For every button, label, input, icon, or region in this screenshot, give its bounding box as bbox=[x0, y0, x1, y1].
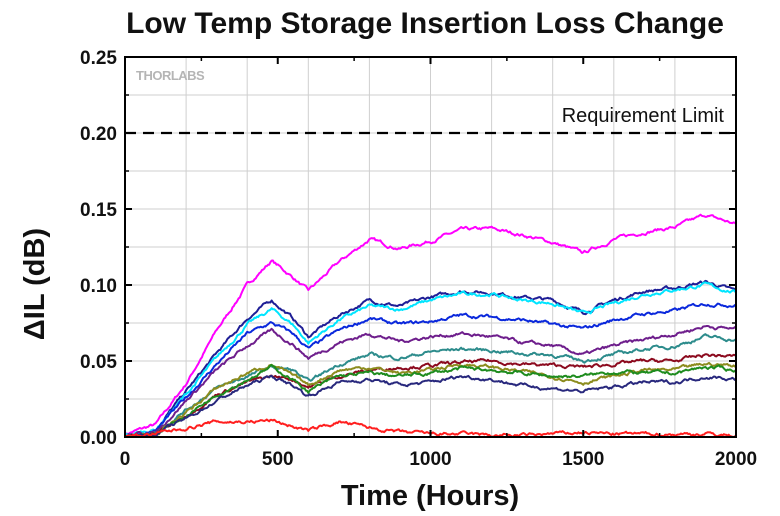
series-line-5 bbox=[124, 325, 737, 437]
series-layer bbox=[124, 213, 737, 438]
series-line-1 bbox=[124, 213, 737, 436]
thorlabs-logo: THORLABS bbox=[136, 68, 205, 83]
series-line-2 bbox=[124, 279, 737, 437]
x-tick-label: 0 bbox=[120, 449, 131, 470]
series-line-10 bbox=[125, 374, 737, 438]
x-axis-label: Time (Hours) bbox=[341, 480, 519, 512]
chart-title: Low Temp Storage Insertion Loss Change bbox=[126, 7, 724, 40]
axis-ticks: 0.00 0.05 0.10 0.15 0.20 0.25 0 500 1000 1500 2000 bbox=[80, 48, 757, 470]
x-tick-label: 1000 bbox=[409, 449, 451, 470]
plot-frame bbox=[124, 56, 737, 438]
requirement-limit-label: Requirement Limit bbox=[562, 105, 725, 127]
y-tick-label: 0.20 bbox=[80, 124, 117, 145]
y-tick-label: 0.25 bbox=[80, 48, 117, 69]
x-tick-label: 1500 bbox=[562, 449, 604, 470]
series-line-9 bbox=[124, 363, 737, 438]
y-tick-label: 0.15 bbox=[80, 200, 117, 221]
y-axis-label: ΔIL (dB) bbox=[19, 228, 51, 340]
series-line-4 bbox=[124, 302, 737, 438]
x-tick-label: 500 bbox=[262, 449, 294, 470]
y-tick-label: 0.05 bbox=[80, 352, 117, 373]
series-line-3 bbox=[124, 281, 737, 437]
x-tick-label: 2000 bbox=[715, 449, 757, 470]
y-tick-label: 0.10 bbox=[80, 276, 117, 297]
y-tick-label: 0.00 bbox=[80, 428, 117, 449]
